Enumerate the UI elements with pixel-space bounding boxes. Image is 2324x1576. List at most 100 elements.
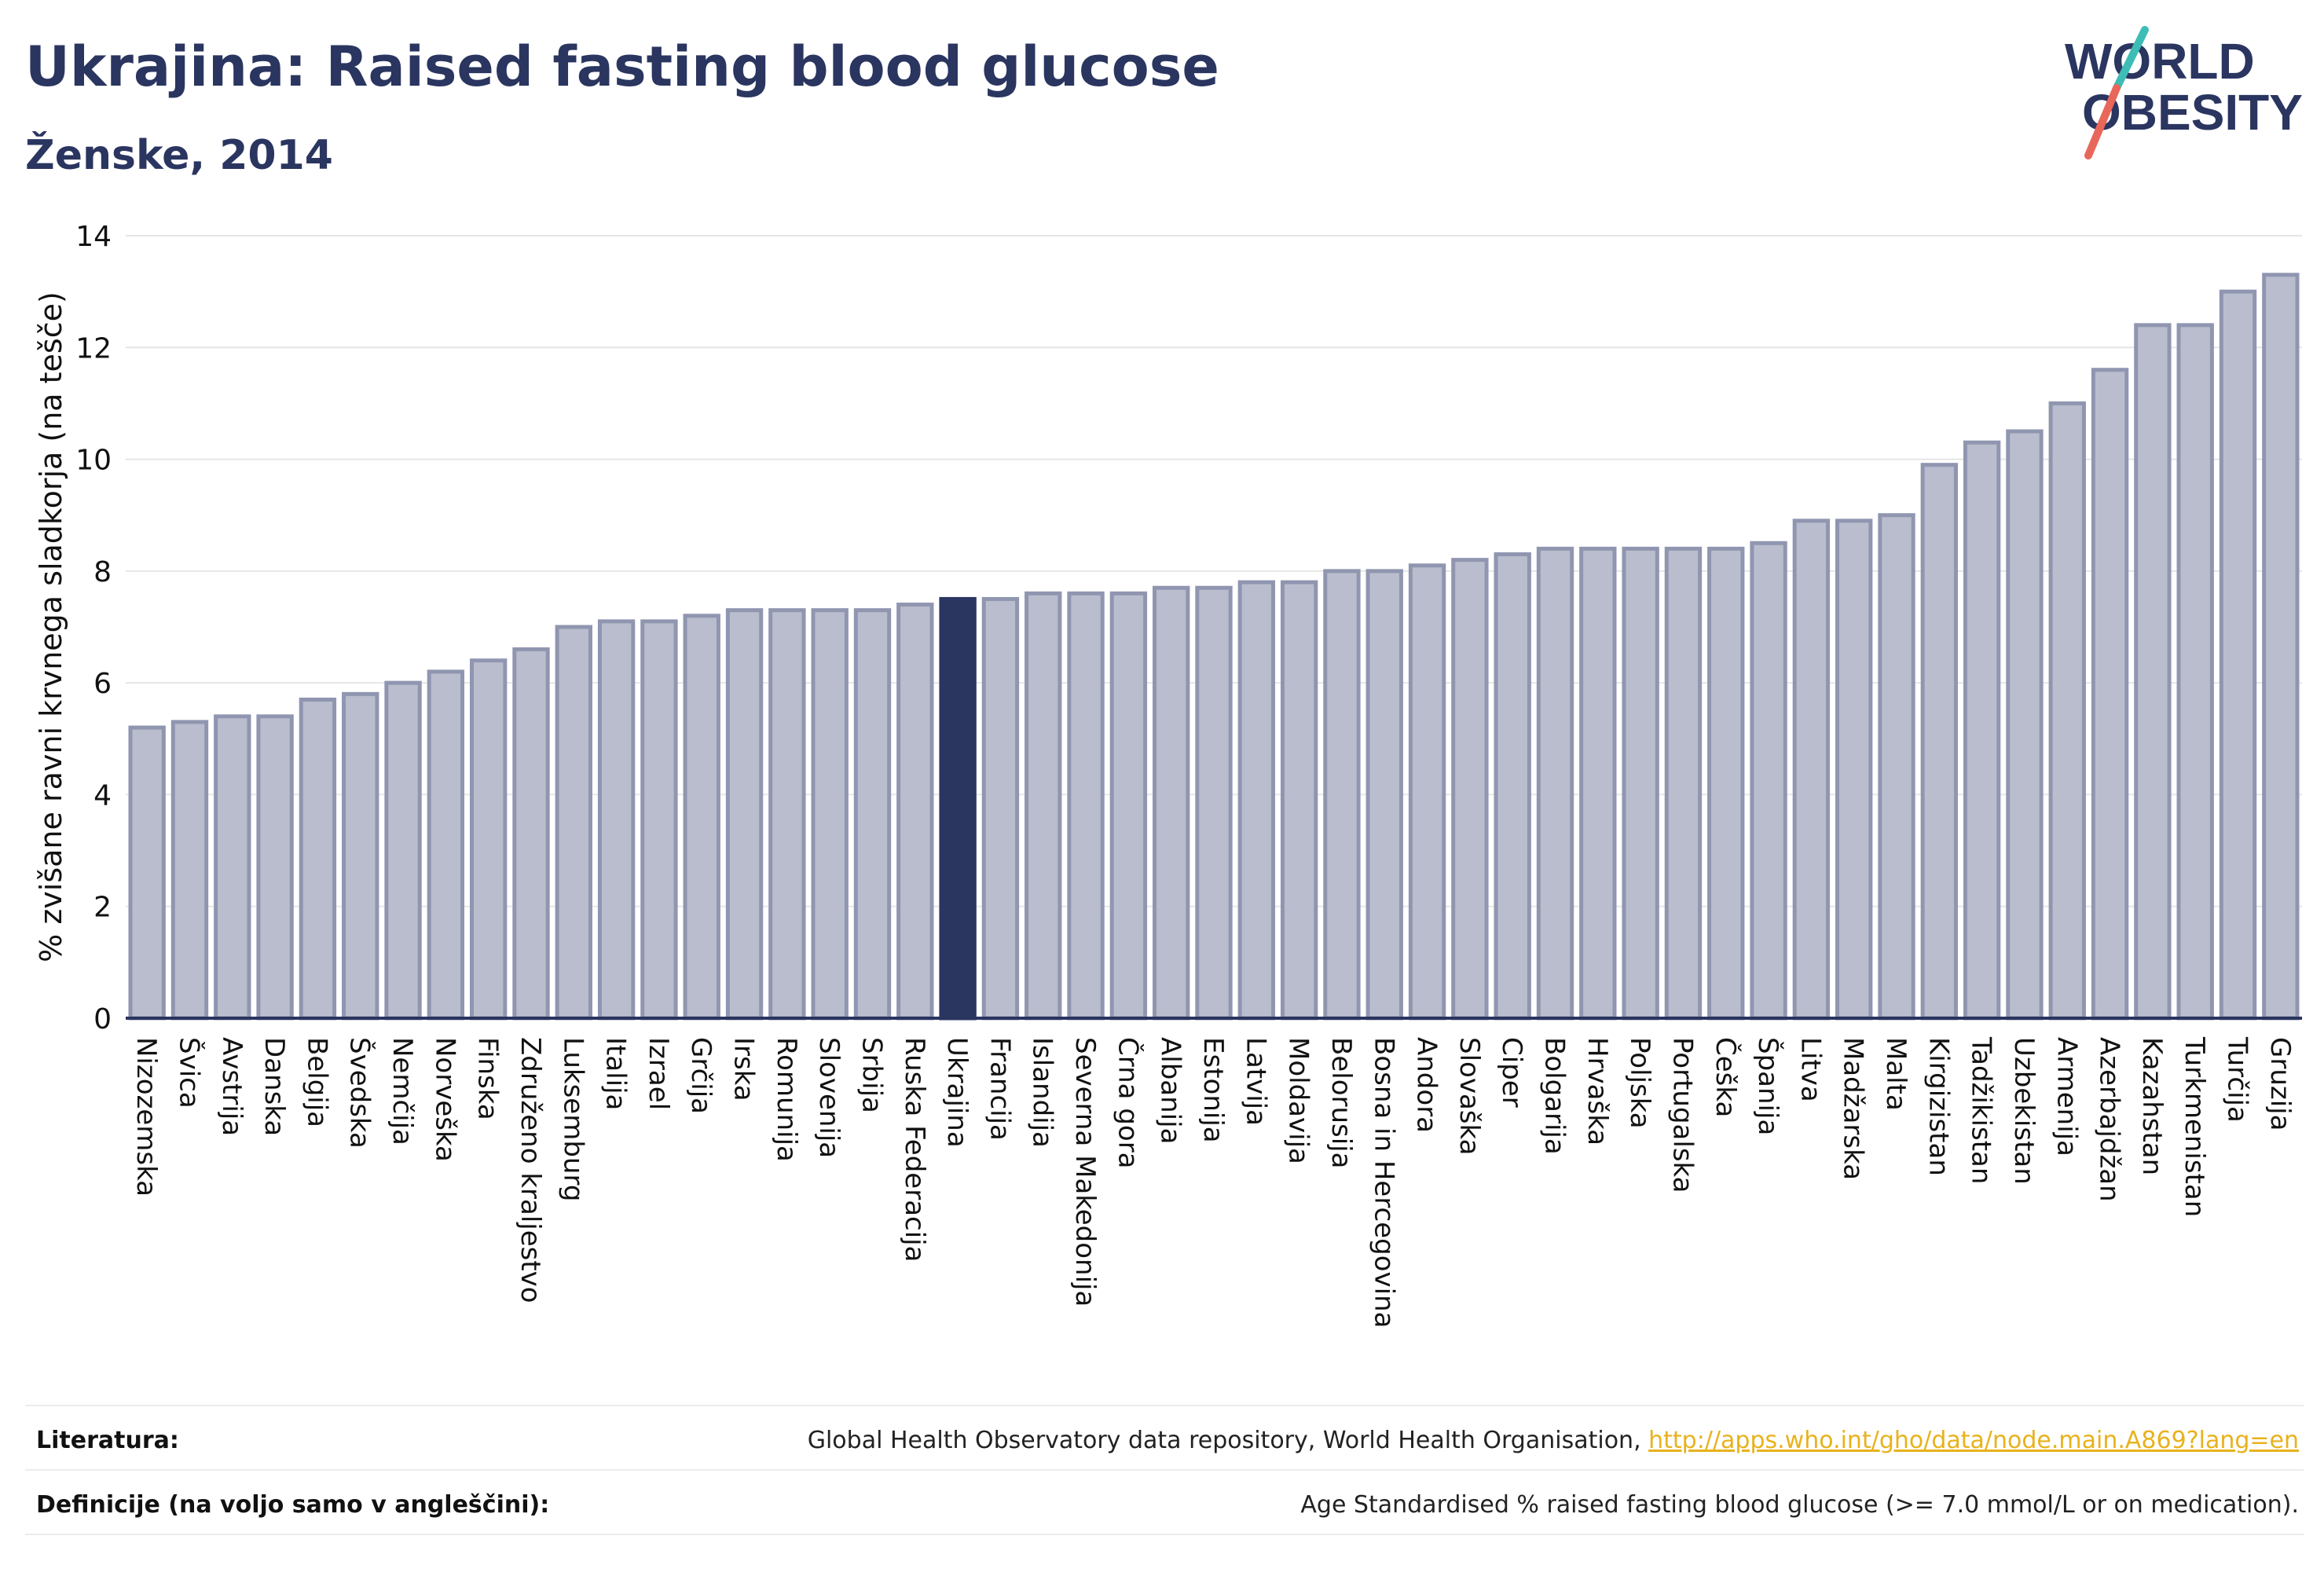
bar-severna-makedonija[interactable] xyxy=(1067,591,1105,1021)
y-tick-label: 14 xyxy=(75,221,112,253)
x-tick-label: Estonija xyxy=(1197,1037,1229,1143)
x-tick-label: Črna gora xyxy=(1112,1037,1144,1169)
bar-belgija[interactable] xyxy=(299,697,337,1021)
y-tick-label: 8 xyxy=(93,556,112,588)
bar-češka[interactable] xyxy=(1707,546,1745,1021)
bar-irska[interactable] xyxy=(725,608,764,1021)
bar-tadžikistan[interactable] xyxy=(1963,440,2001,1021)
sources-value: Global Health Observatory data repositor… xyxy=(808,1427,2299,1454)
x-tick-label: Islandija xyxy=(1027,1037,1058,1148)
bar-estonija[interactable] xyxy=(1195,585,1233,1021)
x-tick-label: Luksemburg xyxy=(557,1037,588,1201)
x-axis-labels: Nizozemska Švica Avstrija Danska Belgija Šved… xyxy=(130,1036,2296,1329)
bar-danska[interactable] xyxy=(256,714,294,1021)
x-tick-label: Turkmenistan xyxy=(2179,1036,2210,1217)
sources-link[interactable]: http://apps.who.int/gho/data/node.main.A… xyxy=(1648,1427,2299,1454)
x-tick-label: Andora xyxy=(1411,1037,1442,1133)
x-tick-label: Danska xyxy=(258,1037,290,1136)
sources-label: Literatura: xyxy=(36,1427,179,1454)
definitions-value: Age Standardised % raised fasting blood … xyxy=(1300,1491,2299,1519)
x-tick-label: Ciper xyxy=(1496,1037,1527,1108)
x-tick-label: Azerbajdžan xyxy=(2094,1037,2125,1202)
bar-kirgizistan[interactable] xyxy=(1920,463,1959,1021)
bar-švica[interactable] xyxy=(170,720,209,1021)
x-tick-label: Ukrajina xyxy=(941,1037,973,1148)
x-tick-label: Norveška xyxy=(429,1037,460,1162)
x-tick-label: Madžarska xyxy=(1838,1037,1869,1180)
x-tick-label: Finska xyxy=(472,1037,504,1120)
bar-ciper[interactable] xyxy=(1494,552,1531,1021)
bar-belorusija[interactable] xyxy=(1323,569,1361,1021)
bar-uzbekistan[interactable] xyxy=(2006,429,2044,1021)
x-tick-label: Gruzija xyxy=(2264,1037,2296,1131)
x-tick-label: Švica xyxy=(173,1037,205,1109)
bar-luksemburg[interactable] xyxy=(555,625,592,1021)
sources-text: Global Health Observatory data repositor… xyxy=(807,1427,1649,1454)
bar-andora[interactable] xyxy=(1408,563,1446,1021)
bar-nizozemska[interactable] xyxy=(128,725,166,1021)
x-tick-label: Tadžikistan xyxy=(1966,1036,1997,1184)
bar-ukrajina[interactable] xyxy=(939,596,977,1021)
bar-črna-gora[interactable] xyxy=(1109,591,1148,1021)
bar-španija[interactable] xyxy=(1750,541,1787,1021)
x-tick-label: Nizozemska xyxy=(130,1037,162,1197)
x-tick-label: Belgija xyxy=(301,1037,332,1127)
bar-ruska-federacija[interactable] xyxy=(896,603,934,1021)
bar-turkmenistan[interactable] xyxy=(2176,323,2214,1021)
bar-slovenija[interactable] xyxy=(811,608,849,1021)
x-tick-label: Nemčija xyxy=(387,1037,418,1145)
bar-malta[interactable] xyxy=(1878,513,1915,1021)
y-tick-label: 2 xyxy=(93,892,112,924)
bar-poljska[interactable] xyxy=(1622,546,1659,1021)
bar-bolgarija[interactable] xyxy=(1536,546,1574,1021)
bar-kazahstan[interactable] xyxy=(2134,323,2172,1021)
bar-portugalska[interactable] xyxy=(1664,546,1703,1021)
x-tick-label: Litva xyxy=(1794,1037,1826,1102)
bar-madžarska[interactable] xyxy=(1835,519,1873,1021)
bar-finska[interactable] xyxy=(469,658,508,1021)
bar-moldavija[interactable] xyxy=(1280,580,1318,1021)
world-obesity-logo: WORLD OBESITY xyxy=(2065,26,2303,159)
bar-gruzija[interactable] xyxy=(2262,273,2300,1021)
bar-latvija[interactable] xyxy=(1237,580,1275,1021)
x-tick-label: Bosna in Hercegovina xyxy=(1368,1037,1399,1329)
bar-francija[interactable] xyxy=(981,596,1020,1021)
x-tick-label: Albanija xyxy=(1155,1037,1186,1144)
x-tick-label: Kazahstan xyxy=(2136,1037,2168,1175)
x-tick-label: Moldavija xyxy=(1283,1037,1314,1164)
bar-italija[interactable] xyxy=(597,619,636,1021)
y-axis-ticks: 0 2 4 6 8 10 12 14 xyxy=(75,221,112,1035)
bar-norveška[interactable] xyxy=(427,669,465,1021)
logo-slash-bottom xyxy=(2084,84,2121,159)
bar-albanija[interactable] xyxy=(1153,585,1190,1021)
definitions-label: Definicije (na voljo samo v angleščini): xyxy=(36,1491,550,1519)
bar-grčija[interactable] xyxy=(683,614,720,1021)
x-tick-label: Uzbekistan xyxy=(2008,1037,2040,1185)
bar-azerbajdžan[interactable] xyxy=(2091,368,2129,1021)
y-tick-label: 4 xyxy=(93,779,112,812)
x-tick-label: Latvija xyxy=(1240,1037,1271,1126)
footer-divider-bottom xyxy=(25,1534,2304,1535)
x-tick-label: Severna Makedonija xyxy=(1069,1037,1101,1307)
bar-izrael[interactable] xyxy=(640,619,678,1021)
x-tick-label: Švedska xyxy=(344,1037,376,1149)
bar-islandija[interactable] xyxy=(1025,591,1062,1021)
x-tick-label: Avstrija xyxy=(216,1037,247,1136)
bar-bosna-in-hercegovina[interactable] xyxy=(1365,569,1403,1021)
bar-hrvaška[interactable] xyxy=(1579,546,1617,1021)
x-tick-label: Kirgizistan xyxy=(1923,1037,1954,1176)
x-tick-label: Poljska xyxy=(1624,1037,1655,1129)
bar-slovaška[interactable] xyxy=(1451,558,1489,1021)
y-axis-title: % zvišane ravni krvnega sladkorja (na te… xyxy=(34,291,68,962)
bar-armenija[interactable] xyxy=(2048,401,2086,1021)
bar-srbija[interactable] xyxy=(853,608,892,1021)
bar-romunija[interactable] xyxy=(768,608,806,1021)
bar-nemčija[interactable] xyxy=(384,680,422,1021)
bar-litva[interactable] xyxy=(1792,519,1831,1021)
bar-turčija[interactable] xyxy=(2219,289,2257,1021)
bar-avstrija[interactable] xyxy=(214,714,251,1021)
bar-združeno-kraljestvo[interactable] xyxy=(512,647,550,1021)
bar-švedska[interactable] xyxy=(342,691,379,1021)
x-tick-label: Francija xyxy=(984,1037,1015,1141)
